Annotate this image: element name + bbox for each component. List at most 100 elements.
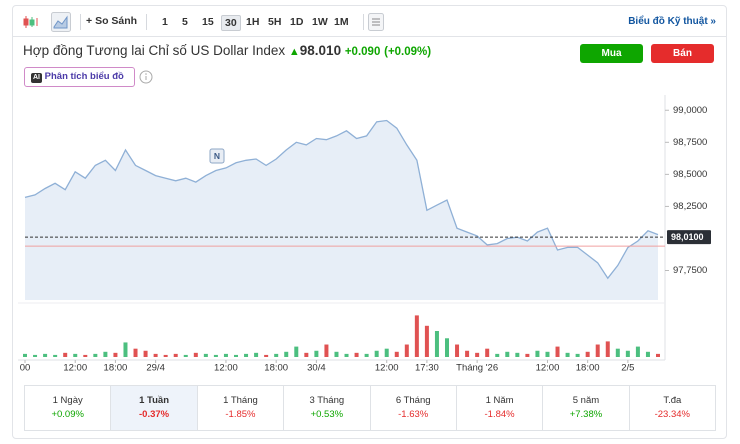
period-cell[interactable]: 1 Ngày +0.09% [25,386,112,430]
volume-bar [284,351,289,357]
volume-bar [374,350,379,357]
interval-button[interactable]: 1 [162,16,168,28]
x-tick-label: 12:00 [214,363,238,374]
interval-button[interactable]: 30 [221,15,241,31]
info-icon[interactable] [139,70,153,84]
interval-button[interactable]: 15 [202,16,214,28]
period-label: 1 Tháng [223,395,258,406]
ai-analysis-button[interactable]: AI Phân tích biểu đồ [24,67,135,87]
volume-bar [344,353,349,357]
x-tick-label: Tháng '26 [456,363,498,374]
period-change: -1.63% [398,409,429,420]
volume-bar [173,353,178,357]
separator [363,14,364,30]
volume-bar [585,351,590,357]
interval-button[interactable]: 1M [334,16,349,28]
ai-badge: AI [31,73,42,83]
buy-button[interactable]: Mua [580,44,643,63]
news-marker[interactable] [209,148,225,164]
volume-bar [183,354,188,357]
period-label: 6 Tháng [395,395,431,406]
volume-bar [515,352,520,357]
up-arrow: ▲ [288,46,300,58]
period-label: 5 năm [572,395,600,406]
volume-bar [234,354,238,357]
period-cell[interactable]: 1 Tháng -1.85% [198,386,285,430]
y-tick-label: 98,2500 [673,201,707,212]
volume-bar [203,353,208,357]
period-change: +0.09% [51,409,84,420]
interval-button[interactable]: 5H [268,16,282,28]
price-change-pct: (+0.09%) [384,46,432,58]
period-change: -1.85% [225,409,256,420]
x-tick-label: 18:00 [576,363,600,374]
period-cell[interactable]: 3 Tháng +0.53% [284,386,371,430]
instrument-title: Hợp đồng Tương lai Chỉ số US Dollar Inde… [23,43,286,58]
x-tick-label: 30/4 [307,363,326,374]
period-change: +0.53% [310,409,344,420]
volume-bar [304,352,309,357]
volume-bar [485,348,490,357]
x-tick-label: 17:30 [415,363,439,374]
volume-bar [595,344,600,357]
volume-bar [605,341,610,357]
volume-bar [23,353,27,357]
volume-bar [103,351,108,357]
x-tick-label: 18:00 [264,363,288,374]
volume-bar [33,354,38,357]
news-marker-label: N [214,151,220,161]
sell-button[interactable]: Bán [651,44,714,63]
price-line [24,119,659,280]
period-cell[interactable]: 1 Tuần -0.37% [111,386,198,430]
y-tick-label: 98,5000 [673,169,707,180]
volume-bar [143,350,148,357]
interval-button[interactable]: 1W [312,16,328,28]
volume-bar [314,350,319,357]
period-change: -0.37% [139,409,170,420]
interval-button[interactable]: 1D [290,16,304,28]
period-cell[interactable]: 6 Tháng -1.63% [371,386,457,430]
volume-bar [625,350,630,357]
volume-bar [93,353,98,357]
separator [146,14,147,30]
volume-bar [223,353,228,357]
volume-bar [43,353,48,357]
volume-bar [274,353,279,357]
volume-bar [635,346,640,357]
y-tick-label: 98,7500 [673,137,707,148]
volume-bar [113,352,118,357]
volume-bar [73,353,78,357]
candle-icon[interactable] [23,15,39,29]
volume-bar [213,354,218,357]
volume-bar [445,338,449,357]
volume-bar [414,315,419,357]
volume-bar [424,325,429,357]
volume-bar [555,346,560,357]
indicator-icon[interactable] [368,13,384,31]
period-change: -23.34% [654,409,690,420]
volume-bar [404,344,409,357]
compare-button[interactable]: + So Sánh [86,15,138,27]
volume-bar [264,354,269,357]
volume-bar [244,353,249,357]
last-price-label: 98,0100 [671,232,704,242]
period-label: 1 Tuần [139,395,170,406]
interval-button[interactable]: 1H [246,16,260,28]
instrument-header: Hợp đồng Tương lai Chỉ số US Dollar Inde… [23,43,431,58]
technical-link[interactable]: Biểu đồ Kỹ thuật » [628,16,716,27]
volume-bar [354,352,359,357]
volume-bar [656,353,660,357]
area-icon[interactable] [51,12,71,32]
period-cell[interactable]: T.đa -23.34% [630,386,715,430]
period-cell[interactable]: 5 năm +7.38% [543,386,630,430]
x-tick-label: 00 [20,363,31,374]
period-cell[interactable]: 1 Năm -1.84% [457,386,544,430]
widget-frame [12,5,727,439]
x-tick-label: 12:00 [375,363,399,374]
volume-bar [63,352,68,357]
interval-button[interactable]: 5 [182,16,188,28]
volume-bar [133,348,138,357]
y-tick-label: 99,0000 [673,105,707,116]
x-tick-label: 12:00 [536,363,560,374]
